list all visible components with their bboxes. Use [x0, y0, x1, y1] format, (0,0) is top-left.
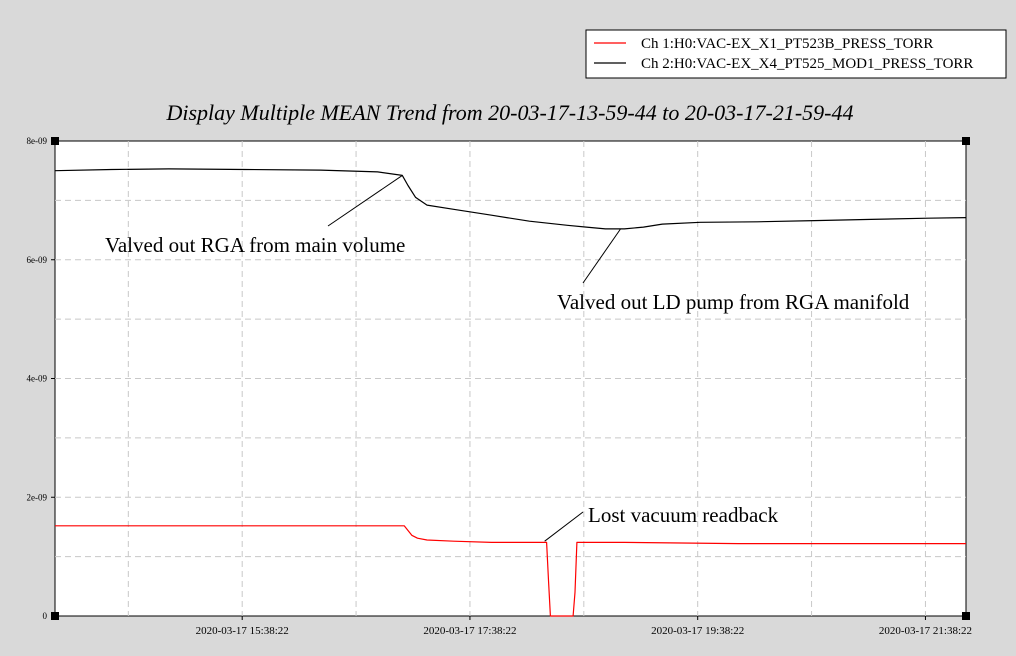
- annotation-leader: [327, 175, 403, 227]
- annotations: Valved out RGA from main volume Valved ou…: [105, 175, 910, 542]
- corner-handle-bl[interactable]: [51, 612, 59, 620]
- series-line-ch1: [55, 525, 966, 617]
- y-tick-label: 2e-09: [27, 492, 48, 502]
- chart-title: Display Multiple MEAN Trend from 20-03-1…: [165, 100, 853, 125]
- legend: Ch 1:H0:VAC-EX_X1_PT523B_PRESS_TORR Ch 2…: [585, 29, 1007, 79]
- annotation-text: Valved out RGA from main volume: [105, 233, 405, 257]
- x-tick-label: 2020-03-17 21:38:22: [879, 625, 972, 637]
- annotation-leader: [544, 511, 584, 542]
- corner-handle-br[interactable]: [962, 612, 970, 620]
- x-tick-label: 2020-03-17 15:38:22: [196, 625, 289, 637]
- annotation-leader: [582, 228, 621, 284]
- annotation-text: Valved out LD pump from RGA manifold: [557, 290, 910, 314]
- legend-label-ch2: Ch 2:H0:VAC-EX_X4_PT525_MOD1_PRESS_TORR: [641, 56, 973, 72]
- legend-box: [585, 29, 1007, 79]
- y-tick-label: 0: [43, 611, 48, 621]
- y-tick-label: 6e-09: [27, 255, 48, 265]
- axes: 0 2e-09 4e-09 6e-09 8e-09 2020-03-17 15:38:22…: [27, 136, 973, 637]
- grid: [55, 141, 966, 616]
- series-lines: [54, 168, 967, 617]
- corner-handle-tr[interactable]: [962, 137, 970, 145]
- series-line-ch2: [54, 168, 967, 230]
- annotation-text: Lost vacuum readback: [588, 503, 779, 527]
- legend-label-ch1: Ch 1:H0:VAC-EX_X1_PT523B_PRESS_TORR: [641, 36, 933, 52]
- y-tick-label: 8e-09: [27, 136, 48, 146]
- y-tick-label: 4e-09: [27, 374, 48, 384]
- x-tick-label: 2020-03-17 17:38:22: [423, 625, 516, 637]
- corner-handle-tl[interactable]: [51, 137, 59, 145]
- x-tick-label: 2020-03-17 19:38:22: [651, 625, 744, 637]
